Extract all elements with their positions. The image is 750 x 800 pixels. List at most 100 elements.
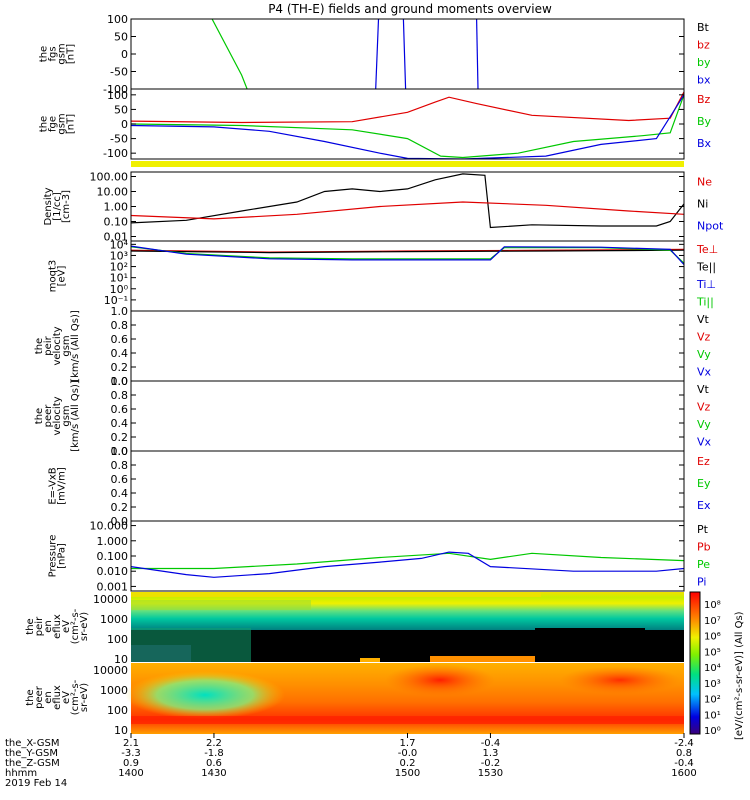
ephemeris-value: 1530	[478, 768, 503, 779]
panel-frame	[130, 380, 685, 452]
y-tick-label: -100	[103, 83, 128, 96]
series-line	[131, 94, 684, 159]
y-tick-label: 0.0	[111, 375, 129, 388]
y-tick-label: 1000	[100, 684, 128, 697]
y-tick-label: 0.010	[97, 565, 129, 578]
ephemeris-value: -2.4	[674, 738, 694, 749]
y-tick-label: 0.0	[111, 445, 129, 458]
y-axis-label: fgs	[48, 46, 59, 61]
ephemeris-value: -0.4	[674, 758, 694, 769]
y-tick-label: 100	[107, 13, 128, 26]
y-tick-label: 1.0	[111, 445, 129, 458]
date-label: 2019 Feb 14	[5, 778, 67, 789]
y-tick-label: 50	[114, 103, 128, 116]
legend-entry: Vx	[697, 366, 712, 379]
colorbar-label: 10⁵	[704, 647, 721, 658]
colorbar-title: [eV/(cm²-s-sr-eV)] (All Qs)	[734, 611, 745, 740]
legend-entry: By	[697, 115, 712, 128]
y-tick-label: 0.100	[97, 550, 129, 563]
legend-entry: Ni	[697, 198, 708, 211]
y-axis-label: fge	[48, 116, 59, 132]
ephemeris-row-label: the_X-GSM	[5, 738, 59, 749]
panel-frame	[130, 310, 685, 382]
y-tick-label: 100	[107, 633, 128, 646]
ephemeris-value: 0.9	[123, 758, 139, 769]
legend-entry: Ne	[697, 176, 712, 189]
ephemeris-row-label: the_Y-GSM	[5, 748, 58, 759]
series-line	[131, 249, 684, 254]
y-tick-label: 100	[107, 89, 128, 102]
ephemeris-value: 0.8	[676, 748, 692, 759]
ephemeris-value: 0.2	[400, 758, 416, 769]
legend-entry: bx	[697, 74, 711, 87]
y-axis-label: the	[25, 618, 36, 634]
y-tick-label: 0.6	[111, 403, 129, 416]
ephemeris-value: 1430	[201, 768, 226, 779]
panel-8: 10.000 1.000 0.100 0.010 0.001 Pressure[nPa] P…	[48, 520, 711, 594]
y-axis-label: sr-eV)	[79, 612, 90, 641]
plot-title: P4 (TH-E) fields and ground moments over…	[268, 2, 552, 16]
y-axis-label: eflux	[52, 614, 63, 639]
y-axis-label: peir	[34, 616, 45, 636]
series-line	[375, 19, 380, 89]
ephemeris-value: 1500	[395, 768, 420, 779]
panel-frame	[130, 88, 685, 160]
y-tick-label: 0.10	[104, 215, 129, 228]
y-tick-label: 0.8	[111, 389, 129, 402]
y-axis-label: peer	[43, 404, 54, 428]
y-axis-label: the	[25, 689, 36, 705]
y-axis-label: (cm²-s-	[70, 608, 81, 644]
y-axis-label: [km/s (All Qs)]	[70, 380, 81, 452]
y-tick-label: 0.6	[111, 333, 129, 346]
panel-6: 1.00.80.60.40.20.0thepeervelocitygsm[km/…	[34, 375, 712, 458]
colorbar-label: 10⁸	[704, 600, 721, 611]
series-line	[131, 94, 684, 159]
y-tick-label: 10²	[110, 261, 128, 274]
y-tick-label: -50	[110, 66, 128, 79]
y-tick-label: 10000	[93, 664, 128, 677]
y-axis-label: Pressure	[48, 535, 59, 578]
colorbar-label: 10²	[704, 695, 721, 706]
y-axis-label: eV	[61, 691, 72, 704]
y-axis-label: gsm	[61, 335, 72, 356]
y-tick-label: 0.8	[111, 459, 129, 472]
legend-entry: Npot	[697, 220, 724, 233]
y-axis-label: Density	[43, 187, 54, 225]
colorbar-label: 10³	[704, 679, 721, 690]
y-axis-label: [eV]	[57, 266, 68, 287]
y-tick-label: 1000	[100, 613, 128, 626]
y-axis-label: [mV/m]	[57, 467, 68, 505]
series-line	[131, 173, 684, 229]
series-line	[131, 551, 684, 578]
ephemeris-value: -0.0	[398, 748, 418, 759]
y-tick-label: 0.4	[111, 417, 129, 430]
series-line	[131, 552, 684, 570]
legend-entry: Vy	[697, 348, 711, 361]
y-axis-label: [1/cc]	[52, 192, 63, 221]
y-axis-label: moqt3	[48, 260, 59, 293]
y-axis-label: [nPa]	[57, 543, 68, 569]
y-tick-label: 0	[121, 118, 128, 131]
legend-entry: Ex	[697, 499, 711, 512]
legend-entry: Vy	[697, 418, 711, 431]
time-axis: the_X-GSM 2.1 2.2 1.7 -0.4 -2.4 the_Y-GSM -3.3 -…	[5, 733, 697, 789]
y-tick-label: 0.0	[111, 515, 129, 528]
legend-entry: Ti||	[696, 296, 714, 309]
series-line	[131, 246, 684, 264]
legend-entry: Pe	[697, 558, 710, 571]
colorbar-scale	[689, 591, 701, 735]
ephemeris-row-label: hhmm	[5, 768, 37, 779]
y-tick-label: 0.01	[104, 230, 129, 243]
y-tick-label: 10000	[93, 593, 128, 606]
y-tick-label: 0.6	[111, 473, 129, 486]
legend-entry: Pi	[697, 576, 706, 589]
series-line	[402, 19, 407, 89]
y-axis-label: en	[43, 691, 54, 704]
y-tick-label: 1.0	[111, 305, 129, 318]
legend-entry: Vt	[697, 313, 710, 326]
y-axis-label: [cm-3]	[61, 190, 72, 223]
y-axis-label: E=-VxB	[48, 467, 59, 504]
